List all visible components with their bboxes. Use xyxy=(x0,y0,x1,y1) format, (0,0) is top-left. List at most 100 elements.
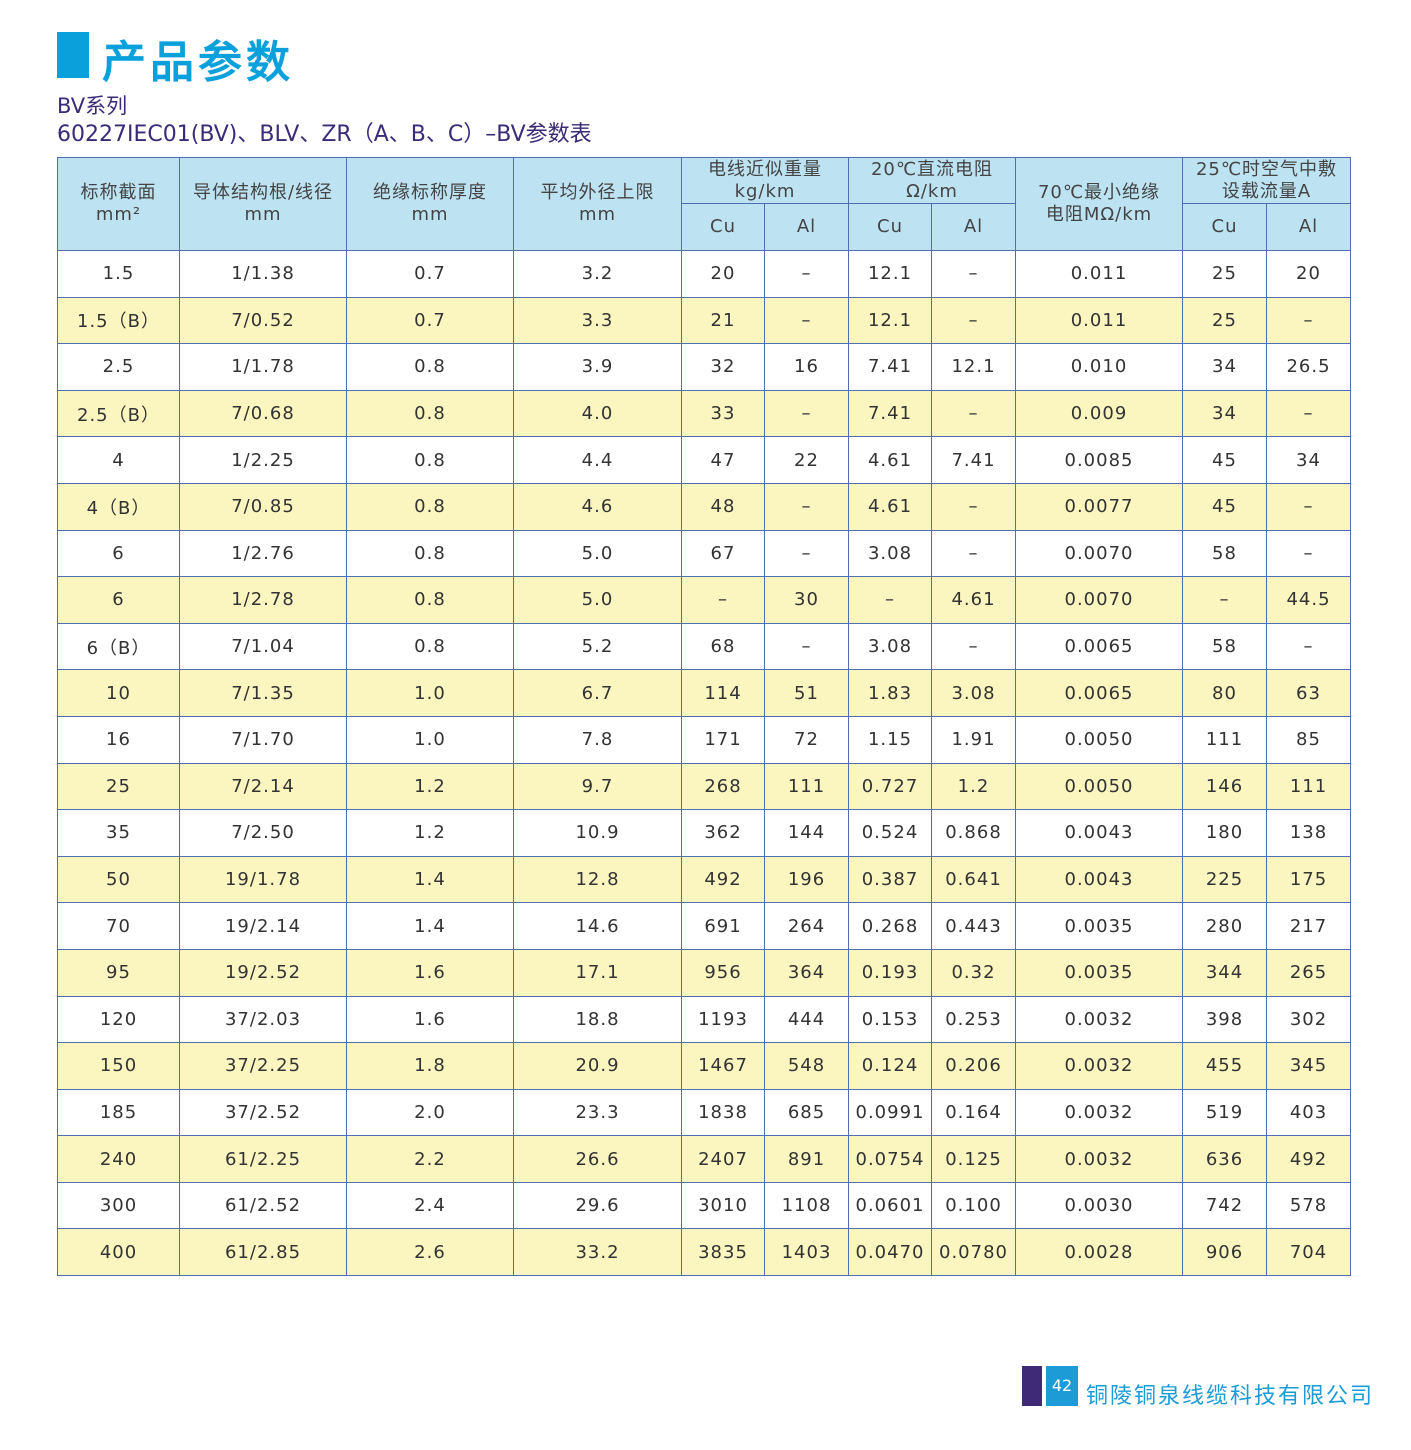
table-row: 2.5（B） 7/0.68 0.8 4.0 33–7.41–0.009 34– xyxy=(57,389,1351,438)
table-cell: 7/0.68 xyxy=(179,389,347,438)
table-cell: 742 xyxy=(1182,1181,1267,1230)
table-row: 185 37/2.52 2.0 23.3 1838 685 0.0991 0.164 0.003… xyxy=(57,1088,1351,1137)
table-cell: 44.5 xyxy=(1266,576,1351,624)
table-cell: 0.010 xyxy=(1015,343,1183,391)
table-cell: 7/2.14 xyxy=(179,762,347,811)
table-cell: 111 xyxy=(1266,762,1351,811)
table-cell: 34 xyxy=(1266,436,1351,484)
table-cell: 0.0032 xyxy=(1015,1088,1183,1137)
table-cell: 3.08 xyxy=(848,622,932,671)
table-cell: 37/2.25 xyxy=(179,1042,347,1090)
table-cell: 0.387 xyxy=(848,855,932,904)
header-current: 25℃时空气中敷 设载流量A xyxy=(1182,157,1351,204)
table-cell: 33 xyxy=(681,389,765,438)
table-cell: 0.0035 xyxy=(1015,948,1183,997)
table-cell: 14.6 xyxy=(513,902,682,950)
table-cell: 1.91 xyxy=(931,715,1016,764)
table-cell: 63 xyxy=(1266,669,1351,717)
table-cell: – xyxy=(1266,482,1351,531)
table-cell: 0.0030 xyxy=(1015,1181,1183,1230)
table-row: 4（B） 7/0.85 0.8 4.6 48–4.61–0.0077 45– xyxy=(57,482,1351,531)
table-cell: 362 xyxy=(681,809,765,857)
table-cell: 7/2.50 xyxy=(179,809,347,857)
table-row: 6 1/2.76 0.8 5.0 67–3.08–0.0070 58– xyxy=(57,529,1351,578)
table-cell: 1108 xyxy=(764,1181,849,1230)
table-cell: 1.5（B） xyxy=(57,296,180,345)
table-cell: 47 xyxy=(681,436,765,484)
table-cell: 9.7 xyxy=(513,762,682,811)
table-cell: 70 xyxy=(57,902,180,950)
table-cell: 2.4 xyxy=(346,1181,514,1230)
table-cell: 0.727 xyxy=(848,762,932,811)
table-cell: 5.2 xyxy=(513,622,682,671)
table-cell: 0.0035 xyxy=(1015,902,1183,950)
table-cell: 0.0991 xyxy=(848,1088,932,1137)
table-cell: 7/1.04 xyxy=(179,622,347,671)
table-cell: 0.164 xyxy=(931,1088,1016,1137)
table-cell: – xyxy=(931,482,1016,531)
table-cell: 0.100 xyxy=(931,1181,1016,1230)
table-cell: 67 xyxy=(681,529,765,578)
table-cell: 12.1 xyxy=(931,343,1016,391)
table-cell: – xyxy=(1266,622,1351,671)
table-cell: 6 xyxy=(57,576,180,624)
table-cell: 0.0085 xyxy=(1015,436,1183,484)
table-cell: – xyxy=(931,250,1016,298)
header-weight: 电线近似重量 kg/km xyxy=(681,157,849,204)
table-cell: 111 xyxy=(1182,715,1267,764)
table-cell: 0.0065 xyxy=(1015,669,1183,717)
table-cell: 7.41 xyxy=(848,389,932,438)
table-cell: 19/1.78 xyxy=(179,855,347,904)
table-cell: 48 xyxy=(681,482,765,531)
table-title: 60227IEC01(BV)、BLV、ZR（A、B、C）–BV参数表 xyxy=(57,122,592,147)
table-cell: 548 xyxy=(764,1042,849,1090)
table-cell: 20.9 xyxy=(513,1042,682,1090)
table-cell: 196 xyxy=(764,855,849,904)
table-cell: 0.7 xyxy=(346,250,514,298)
header-outer-diameter: 平均外径上限 mm xyxy=(513,157,682,251)
table-cell: 4 xyxy=(57,436,180,484)
company-name: 铜陵铜泉线缆科技有限公司 xyxy=(1086,1384,1375,1409)
table-cell: 35 xyxy=(57,809,180,857)
table-cell: 37/2.03 xyxy=(179,995,347,1044)
table-cell: 0.124 xyxy=(848,1042,932,1090)
table-cell: 1/1.78 xyxy=(179,343,347,391)
table-cell: – xyxy=(931,622,1016,671)
title-accent-bar xyxy=(57,32,89,78)
table-cell: 0.125 xyxy=(931,1135,1016,1183)
table-cell: 685 xyxy=(764,1088,849,1137)
table-cell: 1.6 xyxy=(346,948,514,997)
table-cell: 2.2 xyxy=(346,1135,514,1183)
table-cell: – xyxy=(1266,389,1351,438)
table-cell: 4.4 xyxy=(513,436,682,484)
table-cell: 0.868 xyxy=(931,809,1016,857)
table-cell: 4.61 xyxy=(848,436,932,484)
table-cell: 7.41 xyxy=(931,436,1016,484)
table-cell: 1.4 xyxy=(346,902,514,950)
table-cell: 1.2 xyxy=(931,762,1016,811)
table-cell: 51 xyxy=(764,669,849,717)
table-cell: 50 xyxy=(57,855,180,904)
table-cell: – xyxy=(764,296,849,345)
table-cell: 364 xyxy=(764,948,849,997)
table-row: 6 1/2.78 0.8 5.0–30–4.61 0.0070–44.5 xyxy=(57,576,1351,624)
table-cell: 33.2 xyxy=(513,1228,682,1277)
table-cell: 7/0.52 xyxy=(179,296,347,345)
table-cell: 0.0070 xyxy=(1015,576,1183,624)
page-number: 42 xyxy=(1046,1366,1078,1406)
table-cell: 1.5 xyxy=(57,250,180,298)
header-weight-al: Al xyxy=(764,203,849,251)
table-cell: 1/1.38 xyxy=(179,250,347,298)
table-cell: 7.8 xyxy=(513,715,682,764)
table-cell: – xyxy=(1266,529,1351,578)
table-cell: 175 xyxy=(1266,855,1351,904)
table-cell: 1193 xyxy=(681,995,765,1044)
table-cell: 0.8 xyxy=(346,576,514,624)
table-cell: 25 xyxy=(1182,296,1267,345)
table-cell: 3.3 xyxy=(513,296,682,345)
table-cell: 68 xyxy=(681,622,765,671)
table-cell: 1.8 xyxy=(346,1042,514,1090)
table-row: 6（B） 7/1.04 0.8 5.2 68–3.08–0.0065 58– xyxy=(57,622,1351,671)
table-cell: 16 xyxy=(57,715,180,764)
table-cell: 2.0 xyxy=(346,1088,514,1137)
